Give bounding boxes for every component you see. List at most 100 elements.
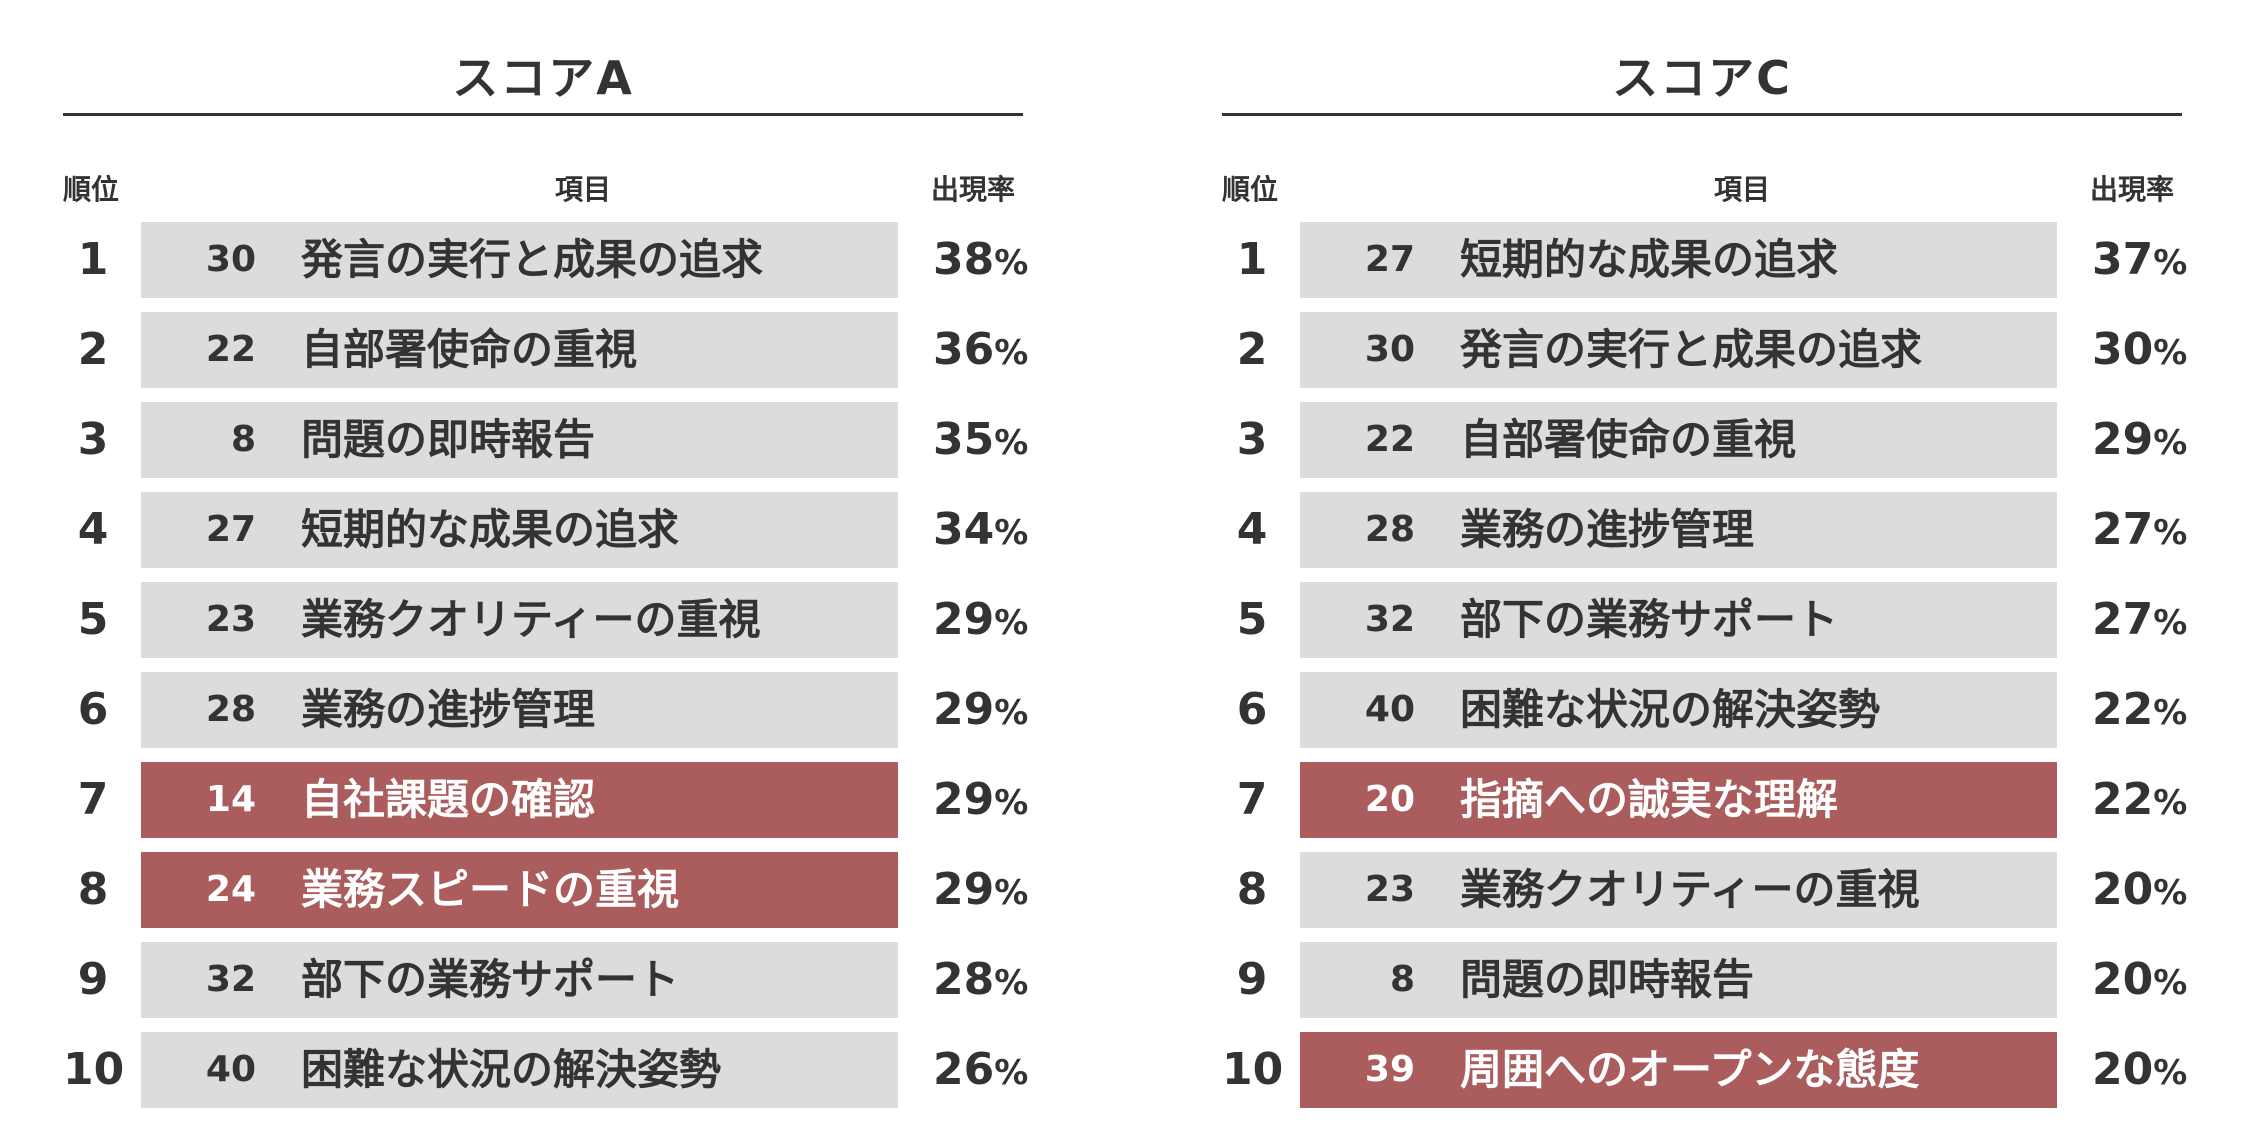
rate-unit: % — [994, 513, 1029, 553]
rate-number: 37 — [2092, 234, 2154, 285]
item-bar: 22 自部署使命の重視 — [141, 312, 898, 388]
rank-number: 3 — [77, 414, 109, 465]
rate-value: 37% — [2092, 222, 2202, 298]
rate-unit: % — [2153, 873, 2188, 913]
rank-number: 5 — [77, 594, 109, 645]
rank-number: 9 — [1236, 954, 1268, 1005]
item-number: 32 — [1364, 599, 1415, 640]
rank-number: 2 — [77, 324, 109, 375]
ranking-row: 10 40 困難な状況の解決姿勢 26% — [63, 1032, 1028, 1108]
item-label: 困難な状況の解決姿勢 — [1460, 685, 1881, 734]
rate-unit: % — [994, 333, 1029, 373]
rate-value: 22% — [2092, 762, 2202, 838]
ranking-list: 1 27 短期的な成果の追求 37% 2 30 発言の実行と成果の追求 30% 3 22 自部署使命… — [1222, 222, 2187, 1122]
rate-number: 29 — [2092, 414, 2154, 465]
rate-number: 38 — [933, 234, 995, 285]
item-label: 業務スピードの重視 — [301, 865, 680, 914]
item-bar: 32 部下の業務サポート — [1300, 582, 2057, 658]
rate-value: 36% — [933, 312, 1043, 388]
rate-value: 20% — [2092, 942, 2202, 1018]
rank-number: 3 — [1236, 414, 1268, 465]
rate-unit: % — [2153, 513, 2188, 553]
ranking-list: 1 30 発言の実行と成果の追求 38% 2 22 自部署使命の重視 36% 3 8 問題の即時報告… — [63, 222, 1028, 1122]
rank-number: 8 — [77, 864, 109, 915]
rate-unit: % — [994, 603, 1029, 643]
rate-value: 20% — [2092, 1032, 2202, 1108]
rank-number: 2 — [1236, 324, 1268, 375]
item-bar: 40 困難な状況の解決姿勢 — [141, 1032, 898, 1108]
rank-number: 1 — [77, 234, 109, 285]
item-bar: 27 短期的な成果の追求 — [141, 492, 898, 568]
ranking-row: 7 14 自社課題の確認 29% — [63, 762, 1028, 838]
item-label: 短期的な成果の追求 — [1460, 235, 1839, 284]
ranking-row: 5 32 部下の業務サポート 27% — [1222, 582, 2187, 658]
item-number: 40 — [1364, 689, 1415, 730]
rank-number: 10 — [63, 1044, 125, 1095]
rate-number: 35 — [933, 414, 995, 465]
rank-header: 順位 — [63, 173, 120, 206]
rate-value: 35% — [933, 402, 1043, 478]
item-number: 28 — [1364, 509, 1415, 550]
rate-unit: % — [994, 693, 1029, 733]
item-header: 項目 — [1713, 173, 1770, 206]
rank-number: 4 — [77, 504, 109, 555]
rate-value: 29% — [933, 582, 1043, 658]
rate-value: 29% — [2092, 402, 2202, 478]
title-divider — [63, 113, 1023, 116]
rank-number: 6 — [77, 684, 109, 735]
item-label: 業務クオリティーの重視 — [301, 595, 761, 644]
rate-value: 27% — [2092, 582, 2202, 658]
item-label: 自社課題の確認 — [301, 775, 596, 824]
ranking-row: 6 40 困難な状況の解決姿勢 22% — [1222, 672, 2187, 748]
item-label: 自部署使命の重視 — [1460, 415, 1797, 464]
rate-number: 29 — [933, 774, 995, 825]
rank-number: 7 — [77, 774, 109, 825]
rate-unit: % — [994, 243, 1029, 283]
item-bar: 40 困難な状況の解決姿勢 — [1300, 672, 2057, 748]
rate-value: 29% — [933, 852, 1043, 928]
ranking-row: 2 22 自部署使命の重視 36% — [63, 312, 1028, 388]
ranking-row: 3 22 自部署使命の重視 29% — [1222, 402, 2187, 478]
rank-number: 10 — [1222, 1044, 1284, 1095]
item-number: 32 — [205, 959, 256, 1000]
rate-unit: % — [994, 423, 1029, 463]
item-number: 8 — [1389, 959, 1415, 1000]
item-number: 39 — [1364, 1049, 1415, 1090]
item-bar: 32 部下の業務サポート — [141, 942, 898, 1018]
rate-value: 20% — [2092, 852, 2202, 928]
rate-value: 30% — [2092, 312, 2202, 388]
ranking-row: 4 27 短期的な成果の追求 34% — [63, 492, 1028, 568]
rate-unit: % — [2153, 423, 2188, 463]
rate-value: 27% — [2092, 492, 2202, 568]
ranking-row: 8 24 業務スピードの重視 29% — [63, 852, 1028, 928]
item-number: 24 — [205, 869, 256, 910]
rank-number: 5 — [1236, 594, 1268, 645]
rate-number: 26 — [933, 1044, 995, 1095]
item-number: 22 — [1364, 419, 1415, 460]
item-number: 30 — [205, 239, 256, 280]
ranking-row: 9 8 問題の即時報告 20% — [1222, 942, 2187, 1018]
ranking-row: 9 32 部下の業務サポート 28% — [63, 942, 1028, 1018]
rate-number: 20 — [2092, 864, 2154, 915]
rate-number: 29 — [933, 864, 995, 915]
rank-number: 9 — [77, 954, 109, 1005]
rate-value: 28% — [933, 942, 1043, 1018]
rate-number: 30 — [2092, 324, 2154, 375]
rate-value: 26% — [933, 1032, 1043, 1108]
rate-number: 29 — [933, 594, 995, 645]
score-a-panel: スコアA 順位 項目 出現率 1 30 発言の実行と成果の追求 38% 2 22 自部署使命… — [63, 0, 1028, 1141]
rate-number: 22 — [2092, 774, 2154, 825]
item-label: 業務の進捗管理 — [301, 685, 596, 734]
rank-number: 4 — [1236, 504, 1268, 555]
rate-number: 29 — [933, 684, 995, 735]
panel-title: スコアA — [452, 51, 634, 105]
rank-number: 6 — [1236, 684, 1268, 735]
item-label: 業務クオリティーの重視 — [1460, 865, 1920, 914]
rate-number: 27 — [2092, 594, 2154, 645]
panel-title: スコアC — [1612, 51, 1792, 105]
item-number: 23 — [205, 599, 256, 640]
item-label: 困難な状況の解決姿勢 — [301, 1045, 722, 1094]
rate-unit: % — [2153, 1053, 2188, 1093]
item-bar: 23 業務クオリティーの重視 — [141, 582, 898, 658]
item-label: 問題の即時報告 — [1460, 955, 1755, 1004]
